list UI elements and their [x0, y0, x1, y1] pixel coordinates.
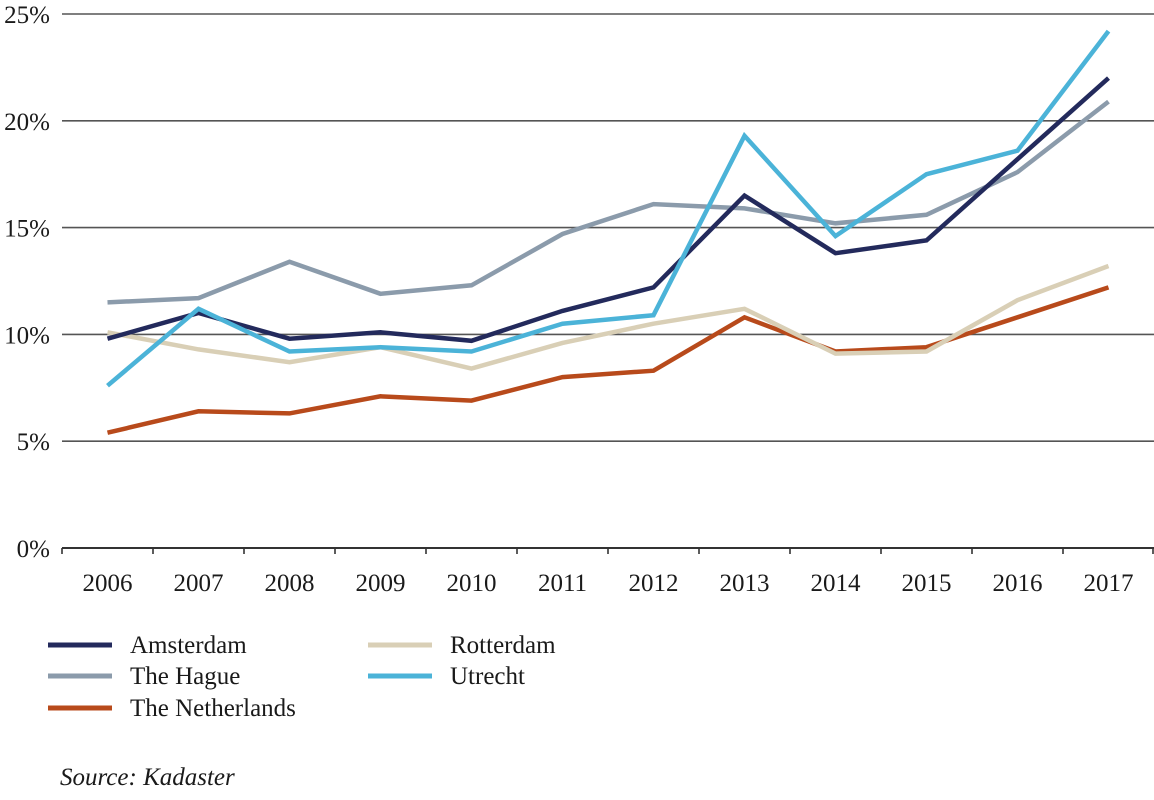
x-tick-label: 2013 — [720, 570, 770, 597]
y-tick-label: 20% — [4, 109, 50, 136]
x-tick-label: 2017 — [1084, 570, 1134, 597]
series-lines — [106, 29, 1111, 435]
series-line-utrecht — [106, 29, 1111, 388]
y-tick-label: 0% — [17, 536, 50, 563]
x-axis: 2006 2007 2008 2009 2010 2011 2012 2013 2014 2015… — [61, 547, 1154, 597]
x-tick-label: 2008 — [265, 570, 315, 597]
legend-label: Rotterdam — [450, 632, 556, 659]
x-tick-label: 2011 — [538, 570, 587, 597]
x-tick-label: 2007 — [174, 570, 224, 597]
legend-label: The Netherlands — [130, 695, 296, 722]
x-tick-label: 2016 — [993, 570, 1043, 597]
series-line-rotterdam — [107, 263, 1110, 371]
series-line-the-hague — [107, 99, 1110, 305]
series-line-amsterdam — [106, 76, 1110, 344]
chart: 0% 5% 10% 15% 20% 25% 2006 2007 2008 2009 2010 201… — [4, 2, 1154, 722]
legend: Amsterdam The Hague The Netherlands Rotterd… — [48, 632, 556, 722]
x-tick-label: 2014 — [811, 570, 862, 597]
y-axis-tick-labels: 0% 5% 10% 15% 20% 25% — [4, 2, 50, 563]
legend-label: Utrecht — [450, 663, 525, 690]
source-note: Source: Kadaster — [60, 764, 235, 791]
x-tick-label: 2015 — [902, 570, 952, 597]
x-tick-label: 2012 — [629, 570, 679, 597]
y-tick-label: 5% — [17, 429, 50, 456]
legend-label: The Hague — [130, 663, 240, 690]
y-tick-label: 10% — [4, 322, 50, 349]
x-tick-label: 2010 — [447, 570, 497, 597]
legend-label: Amsterdam — [130, 632, 247, 659]
gridlines — [62, 13, 1154, 443]
x-tick-label: 2006 — [83, 570, 133, 597]
series-line-the-netherlands — [106, 285, 1110, 435]
y-tick-label: 25% — [4, 2, 50, 29]
y-tick-label: 15% — [4, 216, 50, 243]
x-tick-label: 2009 — [356, 570, 406, 597]
